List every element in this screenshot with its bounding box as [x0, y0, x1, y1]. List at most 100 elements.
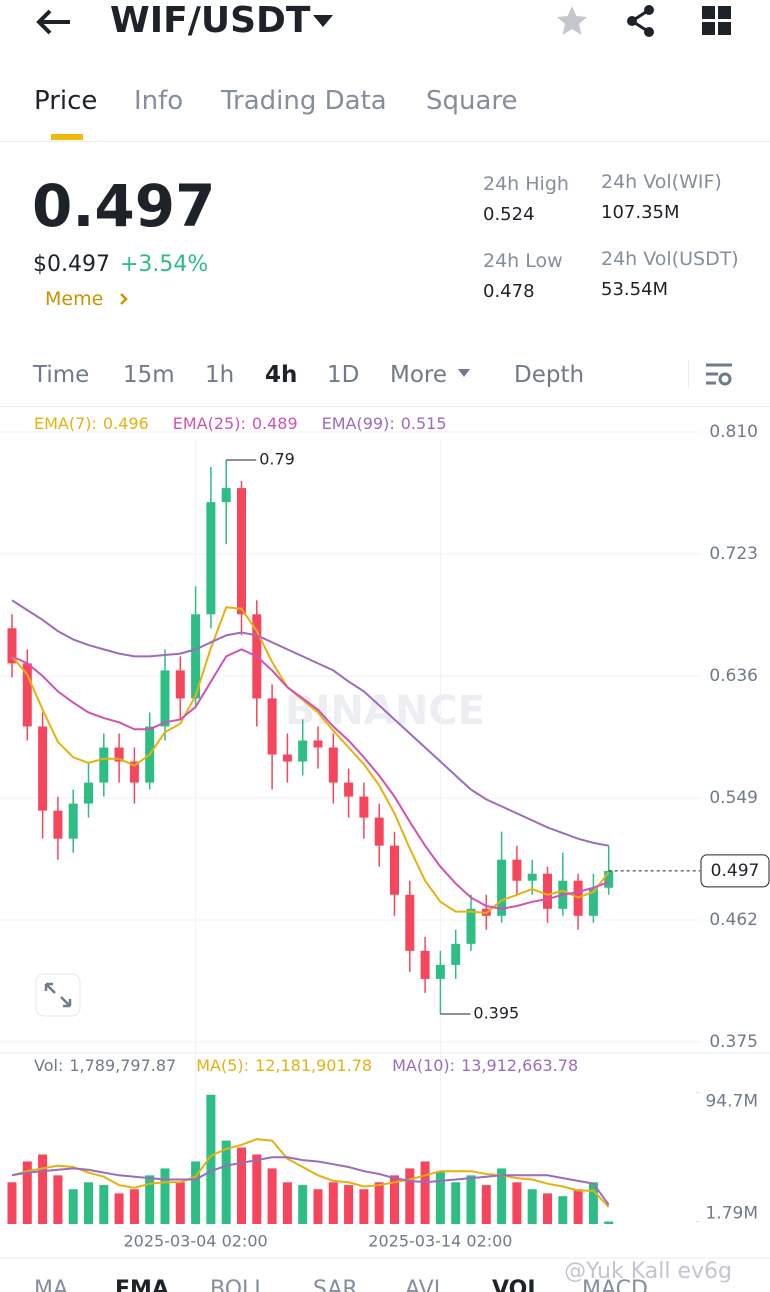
volume-bar: [191, 1161, 201, 1224]
candle-body: [175, 670, 185, 699]
candle-body: [344, 782, 354, 797]
candle-body: [7, 628, 17, 664]
stat-value: 53.54M: [601, 279, 669, 300]
tab[interactable]: Trading Data: [221, 86, 387, 116]
volume-bar: [497, 1168, 507, 1224]
candle-body: [160, 670, 170, 727]
interval[interactable]: 1D: [327, 362, 360, 388]
volume-bar: [359, 1189, 369, 1224]
tag-link[interactable]: Meme: [45, 288, 104, 310]
stat-value: 0.478: [483, 281, 535, 302]
volume-bar: [543, 1193, 552, 1224]
volume-bar: [604, 1221, 614, 1224]
legend-name: MA(10):: [392, 1056, 455, 1075]
candle-body: [420, 950, 430, 979]
volume-bar: [38, 1154, 48, 1224]
stat-label: 24h High: [483, 173, 569, 195]
volume-bar: [512, 1182, 522, 1224]
back-button[interactable]: [34, 8, 72, 38]
x-tick-label: 2025-03-14 02:00: [368, 1232, 512, 1251]
share-icon[interactable]: [624, 4, 658, 38]
indicator-tab[interactable]: SAR: [313, 1277, 358, 1292]
candle-body: [359, 796, 369, 818]
y-tick-label: 0.462: [709, 910, 758, 930]
expand-icon: [44, 982, 72, 1008]
volume-bar: [481, 1185, 491, 1224]
indicator-tab[interactable]: EMA: [115, 1277, 169, 1292]
volume-bar: [160, 1168, 170, 1224]
indicator-tab[interactable]: VOL: [492, 1277, 541, 1292]
indicator-tab[interactable]: MA: [34, 1277, 68, 1292]
tab[interactable]: Price: [34, 86, 98, 116]
stat-value: 107.35M: [601, 202, 680, 223]
interval[interactable]: Time: [33, 362, 90, 388]
volume-bar: [573, 1189, 583, 1224]
candle-body: [267, 698, 277, 755]
volume-bar: [68, 1189, 78, 1224]
legend-value: 0.515: [401, 414, 447, 433]
candle-body: [282, 754, 292, 762]
candle-body: [221, 488, 231, 503]
volume-bar: [99, 1185, 109, 1224]
tab-indicator: [51, 134, 83, 140]
candle-body: [129, 761, 139, 783]
pair-title[interactable]: WIF/USDT: [110, 0, 311, 41]
legend-name: MA(5):: [196, 1056, 249, 1075]
candle-body: [84, 782, 93, 804]
volume-bar: [527, 1189, 537, 1224]
candle-body: [237, 488, 246, 615]
volume-bar: [221, 1140, 231, 1224]
candle-body: [206, 502, 216, 615]
candle-body: [588, 887, 598, 916]
expand-button[interactable]: [35, 973, 81, 1017]
interval[interactable]: 15m: [123, 362, 175, 388]
settings-icon[interactable]: [705, 362, 733, 388]
volume-bar: [206, 1094, 216, 1224]
candle-body: [451, 943, 461, 965]
candle-body: [114, 747, 124, 762]
interval[interactable]: 1h: [205, 362, 235, 388]
y-tick-label: 0.723: [709, 544, 758, 564]
legend: EMA(7): 0.496 EMA(25): 0.489 EMA(99): 0.515: [34, 414, 447, 433]
candle-body: [374, 817, 384, 846]
tab[interactable]: Info: [134, 86, 184, 116]
tab[interactable]: Square: [426, 86, 518, 116]
candle-body: [527, 873, 537, 881]
interval[interactable]: Depth: [514, 362, 585, 388]
volume-bar: [405, 1168, 415, 1224]
candle-body: [543, 873, 552, 909]
ema-line: [11, 599, 609, 847]
volume-bar: [390, 1175, 399, 1224]
candle-body: [313, 740, 323, 748]
volume-bar: [175, 1182, 185, 1224]
volume-bar: [267, 1168, 277, 1224]
candle-body: [497, 859, 507, 916]
volume-bar: [145, 1175, 155, 1224]
indicator-tab[interactable]: MACD: [582, 1277, 648, 1292]
favorite-icon[interactable]: [555, 4, 589, 38]
legend-name: Vol:: [34, 1056, 63, 1075]
watermark: @Yuk Kall ev6g: [564, 1259, 732, 1284]
volume-bar: [129, 1189, 139, 1224]
ema-line: [11, 606, 610, 915]
indicator-tab[interactable]: BOLL: [210, 1277, 267, 1292]
y-tick-label: 0.549: [709, 788, 758, 808]
max-annotation: 0.79: [259, 450, 295, 469]
legend-name: EMA(25):: [173, 414, 246, 433]
pair-caret[interactable]: [312, 14, 334, 28]
interval[interactable]: 4h: [265, 362, 298, 388]
candle-body: [22, 663, 32, 727]
indicator-tab[interactable]: AVL: [405, 1277, 447, 1292]
candle-body: [298, 740, 308, 762]
y-tick-label: 1.79M: [705, 1204, 758, 1224]
candle-body: [604, 870, 614, 888]
y-tick-label: 0.810: [709, 422, 758, 442]
volume-bar: [53, 1175, 63, 1224]
interval[interactable]: More: [390, 362, 448, 388]
volume-bar: [588, 1182, 598, 1224]
volume-bar: [466, 1175, 476, 1224]
grid-icon[interactable]: [702, 6, 732, 36]
volume-bar: [374, 1182, 384, 1224]
